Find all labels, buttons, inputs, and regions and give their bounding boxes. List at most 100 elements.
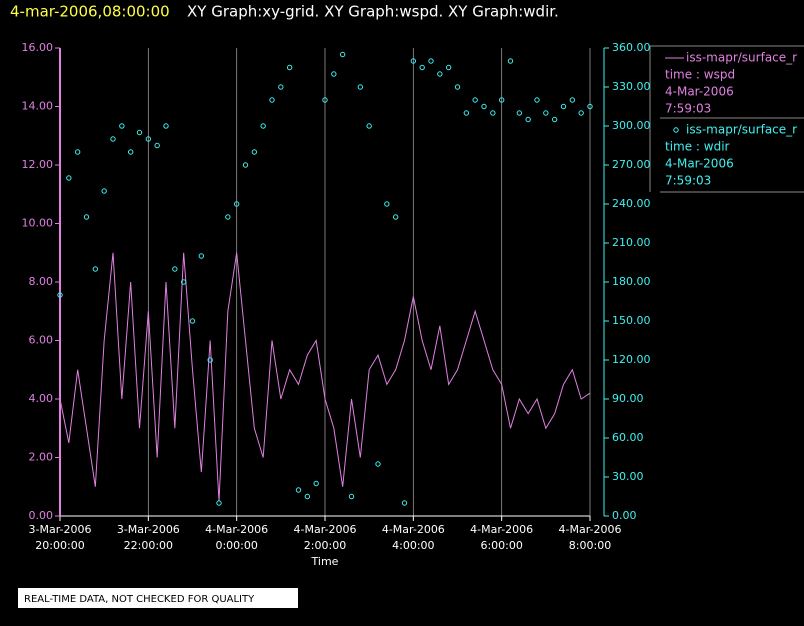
wdir-point xyxy=(551,116,558,123)
y-tick-label: 10.00 xyxy=(22,217,54,230)
y2-tick-label: 240.00 xyxy=(612,197,651,210)
wdir-point xyxy=(295,487,302,493)
wdir-point xyxy=(463,110,470,116)
y2-tick-label: 120.00 xyxy=(612,353,651,366)
wdir-point xyxy=(339,51,346,58)
wdir-point xyxy=(587,103,593,110)
wdir-point xyxy=(57,292,63,298)
x-tick-label: 22:00:00 xyxy=(124,539,173,552)
wdir-point xyxy=(498,97,505,103)
x-tick-label: 4-Mar-2006 xyxy=(559,523,622,536)
wdir-point xyxy=(189,318,196,324)
wspd-line xyxy=(59,252,591,502)
y2-tick-label: 90.00 xyxy=(612,392,644,405)
wdir-point xyxy=(242,162,249,168)
wdir-point xyxy=(233,201,240,207)
x-tick-label: 4-Mar-2006 xyxy=(205,523,268,536)
wdir-point xyxy=(154,142,160,149)
wdir-point xyxy=(110,136,116,142)
legend-line: 7:59:03 xyxy=(665,174,711,188)
y2-tick-label: 300.00 xyxy=(612,119,651,132)
title: XY Graph:xy-grid. XY Graph:wspd. XY Grap… xyxy=(187,3,559,21)
wdir-point xyxy=(419,64,425,71)
wdir-point xyxy=(472,97,478,103)
wdir-point xyxy=(74,149,81,155)
wdir-point xyxy=(445,64,452,71)
wdir-point xyxy=(83,214,90,220)
wdir-point xyxy=(331,71,337,77)
wdir-point xyxy=(384,201,390,207)
y2-tick-label: 0.00 xyxy=(612,509,637,522)
y2-tick-label: 180.00 xyxy=(612,275,651,288)
legend-swatch xyxy=(673,127,679,133)
wdir-point xyxy=(304,493,311,500)
wdir-point xyxy=(136,129,143,136)
note: REAL-TIME DATA, NOT CHECKED FOR QUALITY xyxy=(24,594,255,605)
y-tick-label: 14.00 xyxy=(22,100,54,113)
wdir-point xyxy=(481,103,487,110)
y2-tick-label: 360.00 xyxy=(612,41,651,54)
y2-tick-label: 60.00 xyxy=(612,431,644,444)
y-tick-label: 16.00 xyxy=(22,41,54,54)
wdir-point xyxy=(119,123,125,129)
wdir-point xyxy=(322,97,328,103)
x-tick-label: 2:00:00 xyxy=(304,539,346,552)
wdir-point xyxy=(269,97,275,103)
y2-tick-label: 270.00 xyxy=(612,158,651,171)
wdir-point xyxy=(225,214,231,220)
wdir-point xyxy=(534,97,540,103)
wdir-point xyxy=(516,110,523,116)
x-tick-label: 4-Mar-2006 xyxy=(382,523,445,536)
wdir-point xyxy=(66,175,72,181)
y-tick-label: 8.00 xyxy=(29,275,54,288)
legend-line: 7:59:03 xyxy=(665,102,711,116)
legend-name: iss-mapr/surface_r xyxy=(686,51,797,65)
wdir-point xyxy=(198,253,205,259)
wdir-point xyxy=(490,110,496,116)
y-tick-label: 12.00 xyxy=(22,158,54,171)
y-tick-label: 4.00 xyxy=(29,392,54,405)
x-tick-label: 3-Mar-2006 xyxy=(117,523,180,536)
wdir-point xyxy=(348,493,355,500)
wdir-point xyxy=(313,480,319,487)
wdir-point xyxy=(260,123,266,129)
legend-line: 4-Mar-2006 xyxy=(665,157,734,171)
x-tick-label: 4:00:00 xyxy=(392,539,434,552)
y2-tick-label: 150.00 xyxy=(612,314,651,327)
wdir-point xyxy=(366,123,372,129)
note-box xyxy=(18,588,298,608)
wdir-point xyxy=(101,188,107,194)
y-tick-label: 0.00 xyxy=(29,509,54,522)
wdir-point xyxy=(180,279,187,285)
wdir-point xyxy=(145,136,152,142)
wdir-point xyxy=(251,149,258,155)
wdir-point xyxy=(437,71,443,77)
wdir-point xyxy=(578,110,584,116)
wdir-point xyxy=(286,64,293,71)
wdir-point xyxy=(410,58,417,64)
wdir-point xyxy=(507,58,514,64)
wdir-point xyxy=(172,266,178,272)
wdir-point xyxy=(216,500,222,506)
legend-line: 4-Mar-2006 xyxy=(665,85,734,99)
wdir-point xyxy=(375,461,381,467)
wdir-point xyxy=(207,357,213,363)
y2-tick-label: 330.00 xyxy=(612,80,651,93)
x-tick-label: 6:00:00 xyxy=(480,539,522,552)
y-tick-label: 2.00 xyxy=(29,451,54,464)
wdir-point xyxy=(543,110,549,116)
y2-tick-label: 210.00 xyxy=(612,236,651,249)
wdir-point xyxy=(454,84,461,90)
wdir-point xyxy=(163,123,169,129)
y-tick-label: 6.00 xyxy=(29,334,54,347)
x-axis-label: Time xyxy=(311,555,339,568)
x-tick-label: 0:00:00 xyxy=(215,539,257,552)
x-tick-label: 20:00:00 xyxy=(35,539,84,552)
x-tick-label: 4-Mar-2006 xyxy=(470,523,533,536)
x-tick-label: 4-Mar-2006 xyxy=(294,523,357,536)
wdir-point xyxy=(560,103,567,110)
wdir-point xyxy=(525,116,531,123)
legend-line: time : wdir xyxy=(665,140,730,154)
